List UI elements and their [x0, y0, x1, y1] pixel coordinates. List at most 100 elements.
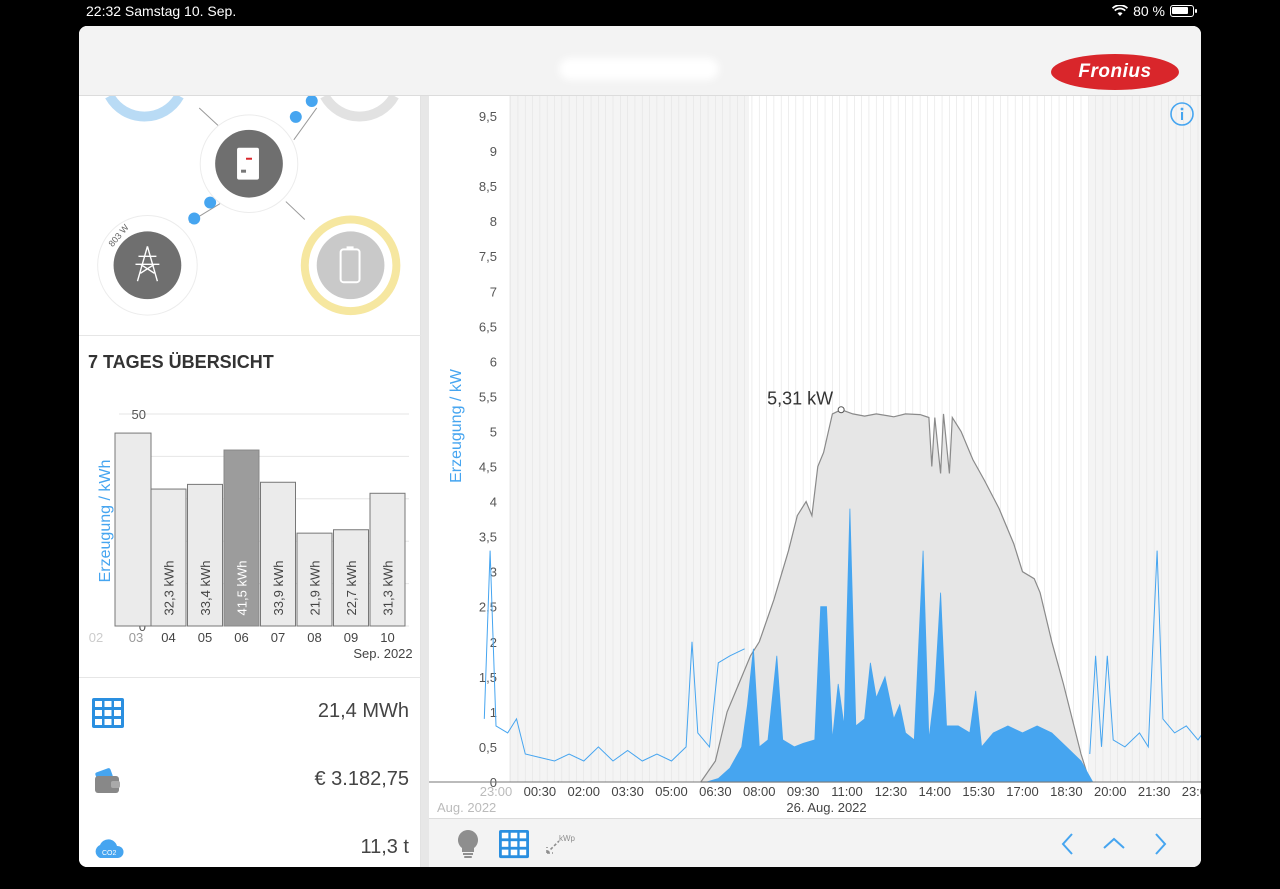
wallet-icon — [95, 768, 120, 793]
energy-total-value: 21,4 MWh — [317, 700, 409, 722]
y-tick-label: 50 — [132, 407, 146, 422]
battery-percentage: 80 % — [1133, 3, 1165, 19]
x-tick-label: 09 — [344, 630, 358, 645]
bar — [114, 432, 152, 627]
y-tick-label: 6,5 — [479, 319, 497, 334]
stat-energy-row[interactable]: 21,4 MWh — [79, 678, 421, 746]
x-tick-label: 05:00 — [655, 784, 688, 799]
battery-ring — [300, 215, 401, 316]
co2-saved-value: 11,3 t — [360, 836, 409, 858]
peak-marker — [837, 406, 845, 414]
inverter-icon — [237, 147, 259, 180]
y-tick-label: 7 — [490, 284, 497, 299]
solar-view-button[interactable] — [497, 827, 531, 861]
bar — [187, 483, 223, 627]
y-tick-label: 8 — [490, 214, 497, 229]
y-tick-label: 0 — [139, 619, 146, 634]
energy-flow-diagram: 803 W — [79, 96, 421, 336]
header: Fronius — [79, 26, 1201, 96]
status-right: 80 % — [1112, 3, 1197, 19]
main-chart-area[interactable]: 00,511,522,533,544,555,566,577,588,599,5… — [429, 96, 1201, 818]
night-shade — [509, 96, 749, 782]
y-axis-label: Erzeugung / kWh — [97, 460, 114, 583]
bar-value-label: 22,7 kWh — [344, 561, 359, 616]
x-tick-label-partial: 02 — [89, 630, 103, 645]
x-tick-label: 17:00 — [1006, 784, 1039, 799]
bottom-toolbar: kWp — [429, 818, 1201, 867]
x-tick-label: 03:30 — [611, 784, 644, 799]
production-area — [700, 409, 1091, 783]
y-tick-label: 9 — [490, 144, 497, 159]
status-bar: 22:32 Samstag 10. Sep. 80 % — [0, 0, 1280, 24]
y-tick-label: 3,5 — [479, 530, 497, 545]
consumption-line-evening — [1089, 550, 1201, 755]
y-tick-label: 5,5 — [479, 389, 497, 404]
y-tick-label: 4,5 — [479, 460, 497, 475]
info-icon[interactable] — [1169, 101, 1195, 127]
x-tick-label: 05 — [198, 630, 212, 645]
date-label: 26. Aug. 2022 — [786, 800, 866, 815]
flow-dot — [204, 196, 217, 209]
y-tick-label: 5 — [490, 424, 497, 439]
kwp-label: kWp — [559, 834, 576, 843]
panel-divider — [421, 96, 429, 867]
x-tick-label: 23:00 — [480, 784, 513, 799]
x-tick-label: 10 — [380, 630, 394, 645]
x-tick-label: 20:00 — [1094, 784, 1127, 799]
battery-icon — [1170, 5, 1197, 17]
bar — [260, 481, 296, 627]
stats-list: 21,4 MWh € 3.182,75 CO2 11,3 t — [79, 677, 421, 867]
chevron-up-icon — [1103, 837, 1125, 849]
status-time-date: 22:32 Samstag 10. Sep. — [86, 3, 237, 19]
flow-dot — [305, 96, 318, 107]
left-date-label: Aug. 2022 — [437, 800, 496, 815]
next-button[interactable] — [1143, 827, 1177, 861]
earnings-value: € 3.182,75 — [314, 768, 409, 790]
y-tick-label: 0,5 — [479, 740, 497, 755]
inverter-node[interactable] — [199, 114, 299, 214]
bar — [223, 449, 260, 627]
kwp-scale-button[interactable]: kWp — [543, 827, 583, 861]
bar-value-label: 32,3 kWh — [162, 561, 177, 616]
x-tick-label: 02:00 — [567, 784, 600, 799]
x-tick-label: 04 — [161, 630, 175, 645]
y-axis-label: Erzeugung / kW — [448, 368, 465, 483]
battery-node[interactable] — [300, 215, 401, 316]
stat-earnings-row[interactable]: € 3.182,75 — [79, 746, 421, 814]
app-window: Fronius — [79, 26, 1201, 867]
x-tick-label: 08 — [307, 630, 321, 645]
consumption-line-night — [483, 550, 745, 762]
overview-title: 7 TAGES ÜBERSICHT — [88, 352, 274, 372]
y-tick-label: 7,5 — [479, 249, 497, 264]
lightbulb-button[interactable] — [451, 827, 485, 861]
x-tick-label: 21:30 — [1138, 784, 1171, 799]
grid-node[interactable]: 803 W — [97, 215, 198, 316]
x-tick-label: 11:00 — [831, 784, 863, 799]
x-tick-label: 06:30 — [699, 784, 732, 799]
x-tick-label: 18:30 — [1050, 784, 1083, 799]
kwp-scale-icon: kWp — [546, 834, 576, 854]
load-ring-partial — [320, 96, 399, 122]
up-button[interactable] — [1097, 827, 1131, 861]
left-panel: 803 W 7 TAGES ÜBERSICHT 01020304050Erzeu… — [79, 96, 421, 867]
x-tick-label: 07 — [271, 630, 285, 645]
y-tick-label: 1 — [490, 705, 497, 720]
power-tower-icon — [135, 246, 160, 282]
consumption-area — [706, 508, 1094, 783]
previous-button[interactable] — [1051, 827, 1085, 861]
flow-dot — [289, 110, 302, 123]
bar-value-label: 21,9 kWh — [308, 561, 323, 616]
peak-label: 5,31 kW — [767, 389, 833, 409]
flow-dot — [188, 212, 201, 225]
bar-value-label: 31,3 kWh — [381, 561, 396, 616]
x-tick-label: 03 — [129, 630, 143, 645]
bar — [369, 492, 406, 627]
bar-value-label: 41,5 kWh — [235, 561, 250, 616]
y-tick-label: 3 — [490, 565, 497, 580]
system-name-blurred — [559, 58, 719, 80]
x-tick-label: 09:30 — [787, 784, 820, 799]
x-tick-label: 06 — [234, 630, 248, 645]
solar-panel-icon — [499, 829, 529, 859]
stat-co2-row[interactable]: CO2 11,3 t — [79, 814, 421, 867]
month-label: Sep. 2022 — [353, 646, 412, 661]
